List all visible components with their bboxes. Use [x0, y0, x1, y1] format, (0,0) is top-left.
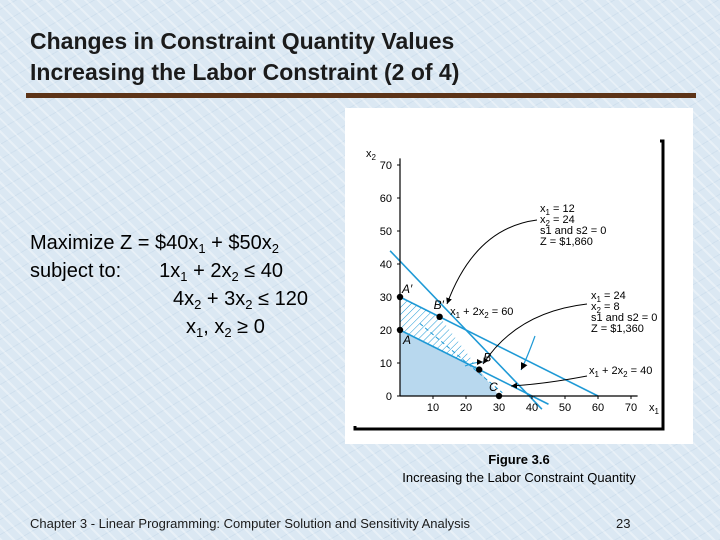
annotation-mid-slack: s1 and s2 = 0	[591, 312, 657, 324]
arrow-to-line-40	[510, 375, 588, 389]
x-tick-label: 20	[460, 402, 472, 414]
annotation-top-x2: x2 = 24	[540, 214, 575, 228]
page-number: 23	[616, 516, 631, 531]
figure-panel: x2 x1 0 10 20 30 40 50 60 70 10 20 30 40 50 60 70 A A′ B B′ C…	[345, 108, 693, 444]
y-tick-label: 10	[380, 358, 392, 370]
corner-point-label: A	[402, 333, 411, 347]
corner-point-marker	[476, 366, 483, 373]
added-feasible-region	[400, 297, 480, 370]
subject-to-label: subject to:	[30, 260, 122, 282]
constraint-rhs: ≤ 40	[244, 260, 284, 282]
subscript: 1	[196, 325, 204, 340]
line-label-40: x1 + 2x2 = 40	[589, 365, 652, 379]
x-tick-label: 10	[427, 402, 439, 414]
isoprofit-line	[419, 323, 503, 394]
subscript: 2	[245, 297, 253, 312]
y-tick-label: 20	[380, 325, 392, 337]
objective-row: Maximize Z = $40x1 + $50x2	[30, 229, 308, 257]
objective-text: Maximize Z = $40x	[30, 232, 199, 254]
annotation-mid-z: Z = $1,360	[591, 323, 644, 335]
constraint-text: + 3x	[201, 288, 246, 310]
arrow-shift-small	[520, 335, 536, 371]
constraint-clay-row: 4x2 + 3x2 ≤ 120	[30, 285, 308, 313]
corner-point-marker	[436, 313, 443, 320]
y-tick-label: 60	[380, 193, 392, 205]
x-tick-label: 70	[625, 402, 637, 414]
corner-point-marker	[396, 326, 404, 334]
subscript: 2	[231, 269, 239, 284]
subscript: 2	[224, 325, 232, 340]
labor-constraint-40-line	[399, 329, 549, 405]
nonnegativity-row: x1, x2 ≥ 0	[30, 313, 308, 341]
constraint-text: 1x	[159, 260, 181, 282]
arrow-to-b-prime	[446, 219, 538, 305]
subscript: 2	[194, 297, 202, 312]
figure-caption: Figure 3.6 Increasing the Labor Constrai…	[345, 451, 693, 487]
corner-point-marker	[396, 293, 404, 301]
line-label-60: x1 + 2x2 = 60	[450, 306, 513, 320]
constraint-text: x	[186, 316, 196, 338]
corner-point-label: A′	[401, 282, 413, 296]
subscript: 1	[198, 241, 206, 256]
x-tick-label: 30	[493, 402, 505, 414]
annotation-top-z: Z = $1,860	[540, 236, 593, 248]
figure-caption-text: Increasing the Labor Constraint Quantity	[402, 470, 636, 485]
slide-title: Changes in Constraint Quantity Values In…	[30, 26, 459, 88]
x-tick-label: 50	[559, 402, 571, 414]
corner-point-label: B′	[434, 298, 445, 312]
arrow-to-b	[482, 303, 588, 365]
lp-model: Maximize Z = $40x1 + $50x2 subject to: 1x…	[30, 229, 308, 341]
arrow-isoprofit	[464, 359, 484, 367]
x-tick-label: 60	[592, 402, 604, 414]
footer-text: Chapter 3 - Linear Programming: Computer…	[30, 516, 471, 531]
annotation-mid-x2: x2 = 8	[591, 301, 620, 315]
annotation-top-x1: x1 = 12	[540, 203, 575, 217]
x-tick-label: 40	[526, 402, 538, 414]
constraint-text: 4x	[173, 288, 195, 310]
y-tick-label: 0	[386, 391, 392, 403]
subscript: 2	[271, 241, 280, 256]
y-tick-label: 50	[380, 226, 392, 238]
y-tick-label: 70	[380, 160, 392, 172]
y-tick-label: 30	[380, 292, 392, 304]
corner-point-marker	[495, 392, 503, 400]
original-feasible-region	[400, 330, 499, 396]
constraint-text: + 2x	[187, 260, 232, 282]
constraint-rhs: ≤ 120	[258, 288, 308, 310]
corner-point-label: C	[489, 380, 498, 394]
constraint-rhs: ≥ 0	[237, 316, 265, 338]
title-line-2: Increasing the Labor Constraint (2 of 4)	[30, 59, 460, 85]
title-line-1: Changes in Constraint Quantity Values	[30, 28, 455, 54]
objective-text: + $50x	[205, 232, 272, 254]
annotation-mid-x1: x1 = 24	[591, 290, 626, 304]
subscript: 1	[180, 269, 188, 284]
annotation-top-slack: s1 and s2 = 0	[540, 225, 606, 237]
y-tick-label: 40	[380, 259, 392, 271]
constraint-labor-row: subject to: 1x1 + 2x2 ≤ 40	[30, 257, 308, 285]
x-axis-title: x1	[649, 402, 660, 416]
y-axis-title: x2	[366, 148, 377, 162]
title-divider	[26, 93, 696, 98]
figure-label: Figure 3.6	[488, 452, 550, 467]
constraint-text: , x	[203, 316, 225, 338]
